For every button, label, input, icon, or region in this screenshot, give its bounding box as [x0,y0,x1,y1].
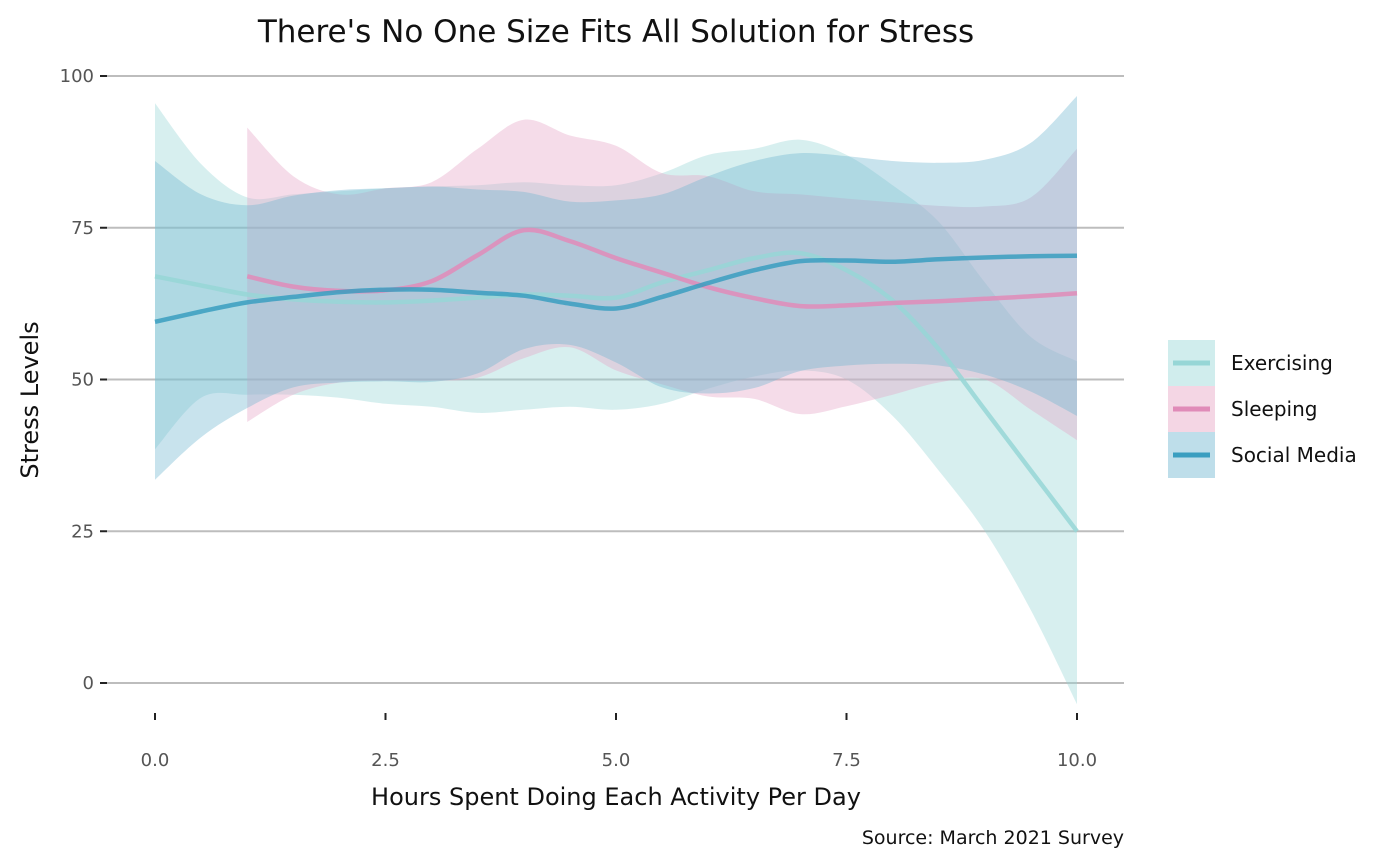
confidence-bands [155,96,1077,705]
y-axis-ticks: 0 25 50 75 100 [60,66,107,694]
x-tick-label: 7.5 [832,750,861,771]
x-tick-label: 2.5 [371,750,400,771]
band-social-media [155,96,1077,480]
gridlines [107,75,1124,684]
y-axis-label: Stress Levels [16,321,44,478]
y-tick-label: 25 [71,521,94,542]
line-social-media [154,253,1078,324]
legend-label: Social Media [1231,443,1357,467]
x-axis-ticks: 0.0 2.5 5.0 7.5 10.0 [141,713,1097,771]
band-exercising [155,103,1077,705]
x-axis-label: Hours Spent Doing Each Activity Per Day [371,783,861,811]
y-tick-label: 75 [71,218,94,239]
legend-label: Sleeping [1231,397,1317,421]
legend-label: Exercising [1231,351,1333,375]
x-tick-label: 0.0 [141,750,170,771]
legend: Exercising Sleeping Social Media [1168,340,1357,478]
x-tick-label: 10.0 [1057,750,1097,771]
y-tick-label: 0 [83,673,94,694]
chart-title: There's No One Size Fits All Solution fo… [257,14,974,50]
legend-item-social-media: Social Media [1168,432,1357,478]
y-tick-label: 100 [60,66,94,87]
x-tick-label: 5.0 [602,750,631,771]
legend-item-exercising: Exercising [1168,340,1333,386]
line-exercising [154,250,1079,533]
y-tick-label: 50 [71,370,94,391]
band-sleeping [247,119,1077,441]
source-caption: Source: March 2021 Survey [862,827,1124,849]
legend-item-sleeping: Sleeping [1168,386,1317,432]
trend-lines [154,227,1079,533]
